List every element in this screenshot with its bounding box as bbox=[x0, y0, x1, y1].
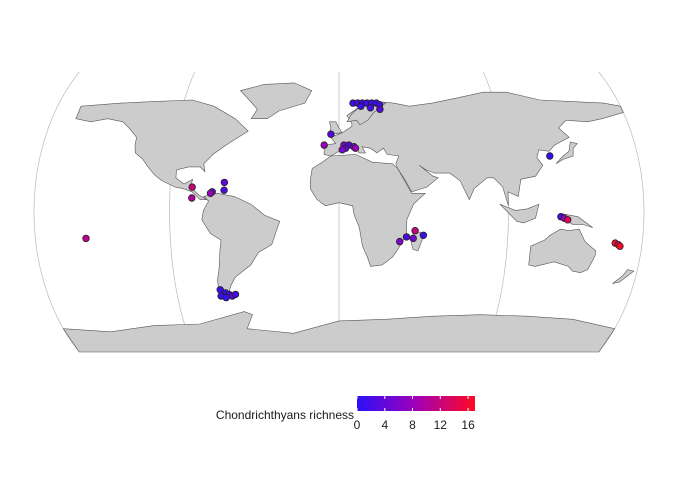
richness-point bbox=[419, 231, 428, 239]
landmass-eurasia bbox=[323, 91, 624, 206]
legend-tick-label: 0 bbox=[354, 418, 361, 432]
richness-point bbox=[220, 186, 228, 194]
richness-point bbox=[220, 178, 229, 187]
landmass-antarctica bbox=[62, 311, 616, 353]
richness-point bbox=[327, 130, 335, 138]
legend-tick-label: 8 bbox=[409, 418, 416, 432]
legend: Chondrichthyans richness 0 4 8 12 16 bbox=[216, 396, 475, 432]
richness-point bbox=[338, 146, 346, 154]
richness-point bbox=[206, 189, 215, 197]
richness-point bbox=[222, 293, 230, 302]
landmass-sumatra-borneo bbox=[499, 203, 540, 224]
legend-tick-label: 16 bbox=[461, 418, 475, 432]
richness-points bbox=[82, 99, 624, 302]
richness-point bbox=[82, 234, 90, 243]
land-layer bbox=[62, 82, 635, 353]
richness-point bbox=[564, 216, 572, 224]
landmass-japan bbox=[555, 141, 578, 165]
richness-point bbox=[376, 105, 384, 113]
legend-tick-label: 4 bbox=[381, 418, 388, 432]
richness-point bbox=[357, 102, 365, 110]
richness-point bbox=[616, 242, 624, 250]
landmass-new-zealand bbox=[612, 269, 635, 284]
richness-point bbox=[188, 183, 196, 191]
meridian-line bbox=[598, 71, 645, 353]
richness-point bbox=[409, 234, 417, 243]
meridian-line bbox=[33, 71, 80, 353]
richness-point bbox=[411, 226, 419, 235]
richness-point bbox=[351, 144, 360, 152]
legend-colorbar bbox=[357, 396, 475, 411]
richness-point bbox=[231, 290, 240, 299]
legend-ticks: 0 4 8 12 16 bbox=[354, 396, 475, 432]
richness-point bbox=[188, 194, 196, 202]
landmass-greenland bbox=[239, 82, 313, 119]
landmass-north-america bbox=[75, 99, 249, 200]
landmass-africa bbox=[309, 154, 426, 267]
legend-tick-label: 12 bbox=[434, 418, 448, 432]
richness-point bbox=[402, 233, 411, 241]
richness-point bbox=[320, 141, 328, 149]
landmass-australia bbox=[528, 228, 597, 274]
legend-title: Chondrichthyans richness bbox=[216, 408, 354, 422]
richness-point bbox=[396, 237, 404, 246]
richness-point bbox=[366, 104, 375, 112]
richness-point bbox=[546, 152, 554, 160]
landmass-south-america bbox=[201, 192, 281, 299]
